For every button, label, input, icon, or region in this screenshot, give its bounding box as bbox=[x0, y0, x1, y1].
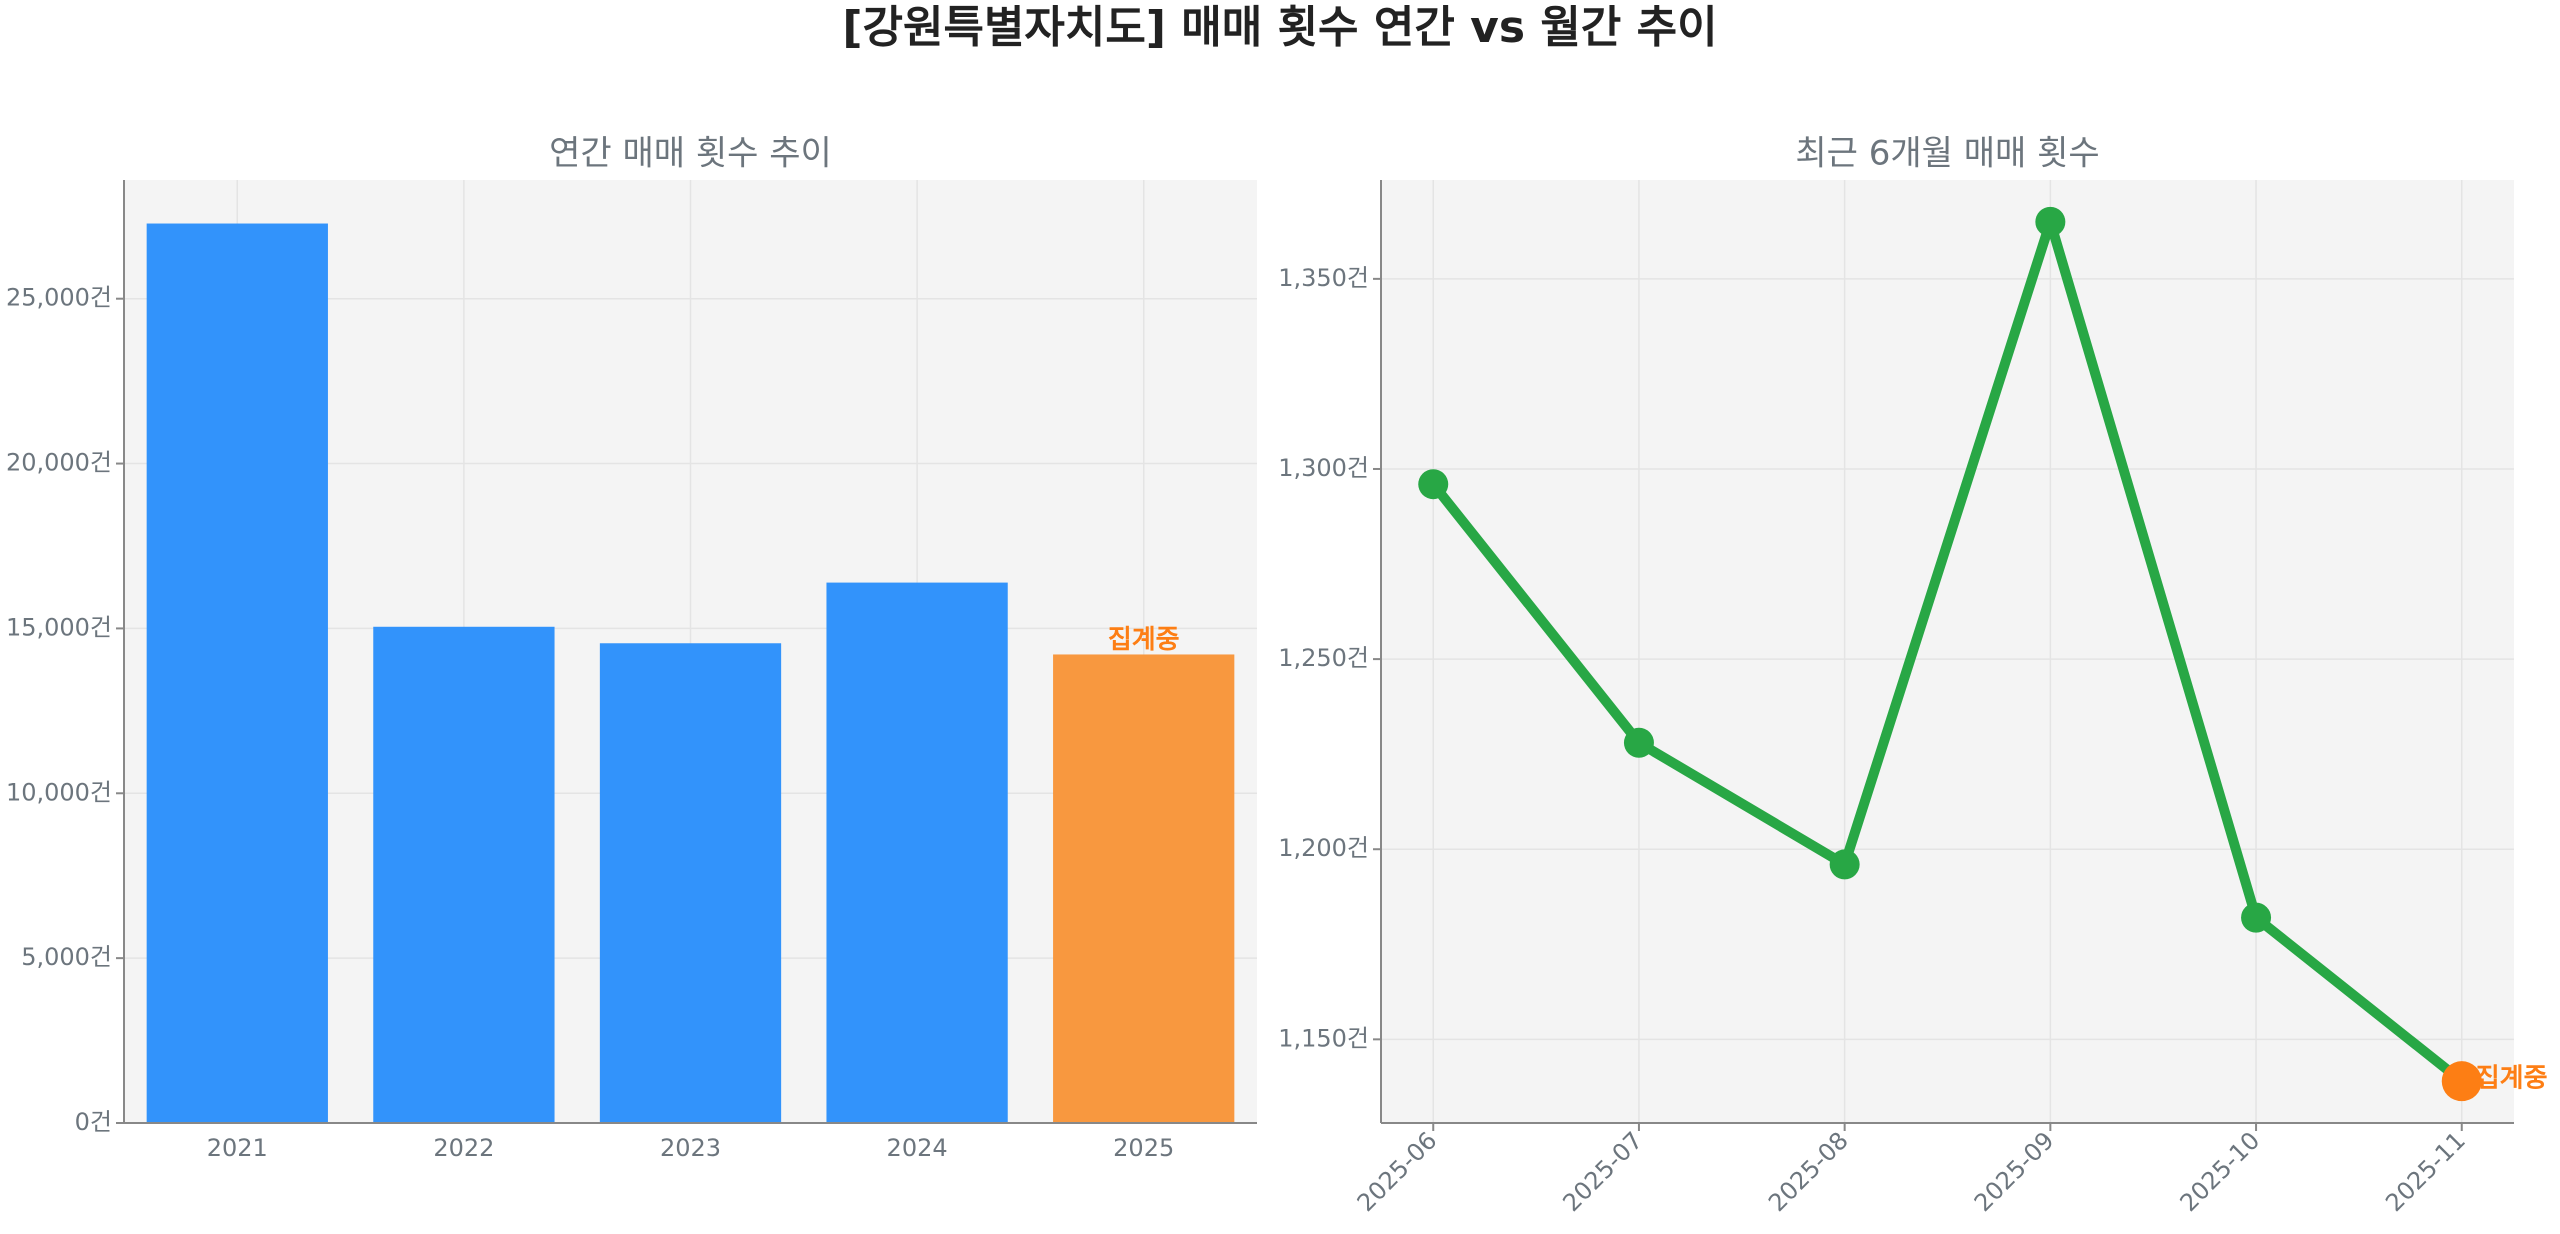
x-tick-label: 2025-09 bbox=[1969, 1126, 2060, 1217]
bar bbox=[826, 582, 1008, 1123]
annotation: 집계중 bbox=[2476, 1064, 2548, 1094]
bar bbox=[373, 626, 555, 1123]
marker bbox=[2241, 902, 2272, 933]
bar bbox=[146, 223, 328, 1123]
chart-title: 최근 6개월 매매 횟수 bbox=[1795, 134, 2099, 174]
y-tick-label: 1,350건 bbox=[1278, 264, 1369, 292]
y-tick-label: 10,000건 bbox=[6, 778, 112, 806]
marker bbox=[1623, 727, 1654, 758]
x-tick-label: 2021 bbox=[207, 1134, 268, 1162]
marker bbox=[2441, 1061, 2482, 1102]
y-tick-label: 15,000건 bbox=[6, 613, 112, 641]
chart-title: 연간 매매 횟수 추이 bbox=[549, 134, 832, 174]
x-tick-label: 2025 bbox=[1113, 1134, 1174, 1162]
y-tick-label: 25,000건 bbox=[6, 284, 112, 312]
y-tick-label: 1,250건 bbox=[1278, 644, 1369, 672]
marker bbox=[1829, 849, 1860, 880]
bar bbox=[1053, 654, 1235, 1123]
x-tick-label: 2023 bbox=[660, 1134, 721, 1162]
y-tick-label: 5,000건 bbox=[21, 943, 112, 971]
line bbox=[1429, 216, 2465, 1086]
marker bbox=[2035, 206, 2066, 237]
y-tick-label: 0건 bbox=[75, 1108, 112, 1136]
x-tick-label: 2025-07 bbox=[1557, 1126, 1648, 1217]
y-tick-label: 1,200건 bbox=[1278, 834, 1369, 862]
y-tick-label: 20,000건 bbox=[6, 449, 112, 477]
y-tick-label: 1,150건 bbox=[1278, 1024, 1369, 1052]
x-tick-label: 2025-08 bbox=[1763, 1126, 1854, 1217]
x-tick-label: 2025-10 bbox=[2175, 1126, 2266, 1217]
marker bbox=[1418, 469, 1449, 500]
bar bbox=[599, 643, 782, 1123]
x-tick-label: 2022 bbox=[433, 1134, 494, 1162]
y-tick-label: 1,300건 bbox=[1278, 454, 1369, 482]
page-title: [강원특별자치도] 매매 횟수 연간 vs 월간 추이 bbox=[842, 2, 1717, 53]
x-tick-label: 2024 bbox=[887, 1134, 948, 1162]
annotation: 집계중 bbox=[1108, 625, 1180, 655]
x-tick-label: 2025-06 bbox=[1352, 1126, 1443, 1217]
x-tick-label: 2025-11 bbox=[2380, 1126, 2471, 1217]
